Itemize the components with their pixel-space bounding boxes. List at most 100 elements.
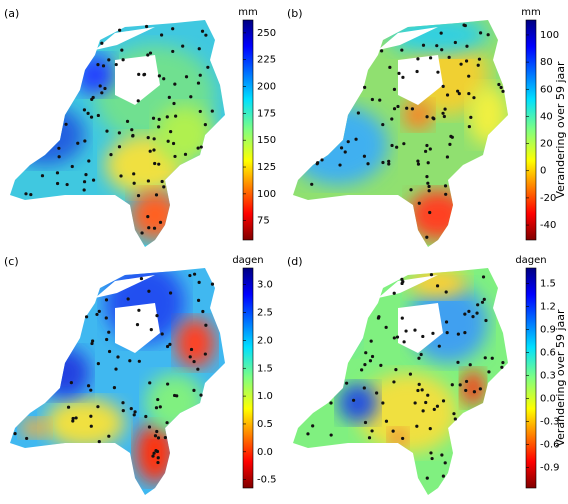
station-dot (196, 146, 200, 150)
station-dot (428, 210, 432, 215)
station-dot (394, 367, 398, 372)
station-dot (172, 101, 176, 106)
station-dot (478, 387, 482, 391)
panel-label: (c) (4, 255, 19, 268)
station-dot (89, 424, 93, 428)
station-dot (484, 318, 488, 323)
station-dot (137, 359, 141, 363)
station-dot (443, 107, 447, 111)
station-dot (315, 162, 319, 166)
station-dot (417, 201, 421, 205)
station-dot (155, 314, 159, 318)
station-dot (192, 388, 196, 392)
station-dot (463, 331, 467, 335)
colorbar (242, 19, 254, 241)
station-dot (400, 281, 404, 286)
station-dot (126, 297, 130, 301)
station-dot (421, 334, 425, 339)
station-dot (104, 316, 108, 320)
station-dot (198, 109, 202, 114)
station-dot (490, 356, 494, 360)
colorbar-tick-label: -0.6 (540, 439, 560, 450)
colorbar-tick-label: 1.5 (257, 363, 273, 374)
ijsselmeer (398, 55, 443, 105)
station-dot (415, 69, 419, 74)
station-dot (409, 188, 413, 192)
station-dot (103, 86, 107, 91)
map (10, 268, 225, 495)
station-dot (463, 312, 467, 316)
station-dot (160, 332, 164, 336)
colorbar-unit: dagen (515, 255, 546, 266)
station-dot (95, 312, 99, 317)
colorbar-tick-label: 0 (540, 166, 546, 177)
panel: (b) mm 100 80 60 40 20 0 -20 -40 Verandering over … (287, 7, 567, 247)
panel-label: (a) (4, 7, 19, 20)
station-dot (378, 98, 382, 102)
station-dot (206, 65, 210, 69)
station-dot (163, 435, 167, 440)
station-dot (481, 275, 486, 279)
map (293, 268, 508, 495)
station-dot (402, 340, 406, 344)
colorbar-tick-label: -0.3 (540, 416, 560, 427)
station-dot (167, 95, 171, 99)
colorbar-tick-label: -20 (540, 193, 556, 204)
station-dot (441, 111, 445, 115)
colorbar-tick-label: 0.6 (540, 347, 556, 358)
station-dot (84, 172, 88, 177)
station-dot (395, 335, 400, 339)
station-dot (171, 27, 175, 31)
map-blob (145, 373, 205, 433)
station-dot (156, 397, 160, 402)
station-dot (189, 95, 193, 99)
colorbar-tick-label: 100 (257, 189, 276, 200)
station-dot (114, 62, 118, 67)
station-dot (57, 155, 61, 159)
ijsselmeer (115, 303, 160, 353)
station-dot (160, 179, 164, 184)
station-dot (147, 425, 152, 429)
station-dot (379, 363, 383, 367)
station-dot (428, 147, 432, 151)
station-dot (456, 89, 460, 93)
station-dot (392, 380, 396, 384)
station-dot (426, 181, 430, 185)
map-field (293, 268, 508, 495)
station-dot (146, 53, 150, 57)
station-dot (456, 360, 460, 364)
station-dot (55, 181, 60, 186)
colorbar-unit: mm (521, 7, 540, 18)
station-dot (392, 107, 397, 111)
colorbar-tick-label: 75 (257, 216, 270, 227)
station-dot (84, 315, 89, 319)
colorbar-unit: mm (238, 7, 257, 18)
station-dot (132, 172, 136, 176)
map-blob (155, 105, 215, 165)
station-dot (452, 412, 456, 416)
station-dot (97, 439, 101, 444)
station-dot (192, 272, 197, 276)
station-dot (203, 123, 207, 127)
station-dot (128, 359, 132, 363)
station-dot (129, 406, 133, 411)
station-dot (339, 146, 344, 150)
station-dot (363, 420, 368, 425)
station-dot (405, 106, 409, 110)
map-blob (293, 105, 388, 185)
ijsselmeer (398, 303, 443, 353)
station-dot (450, 383, 454, 387)
station-dot (132, 413, 136, 417)
station-dot (428, 427, 432, 431)
station-dot (196, 367, 200, 371)
station-dot (435, 44, 439, 48)
station-dot (445, 155, 450, 159)
station-dot (189, 347, 194, 352)
station-dot (447, 55, 451, 59)
colorbar-tick-label: -40 (540, 220, 556, 231)
station-dot (100, 91, 104, 95)
station-dot (381, 401, 385, 405)
colorbar (242, 267, 254, 489)
colorbar-tick-label: 1.5 (540, 278, 556, 289)
station-dot (158, 405, 162, 409)
